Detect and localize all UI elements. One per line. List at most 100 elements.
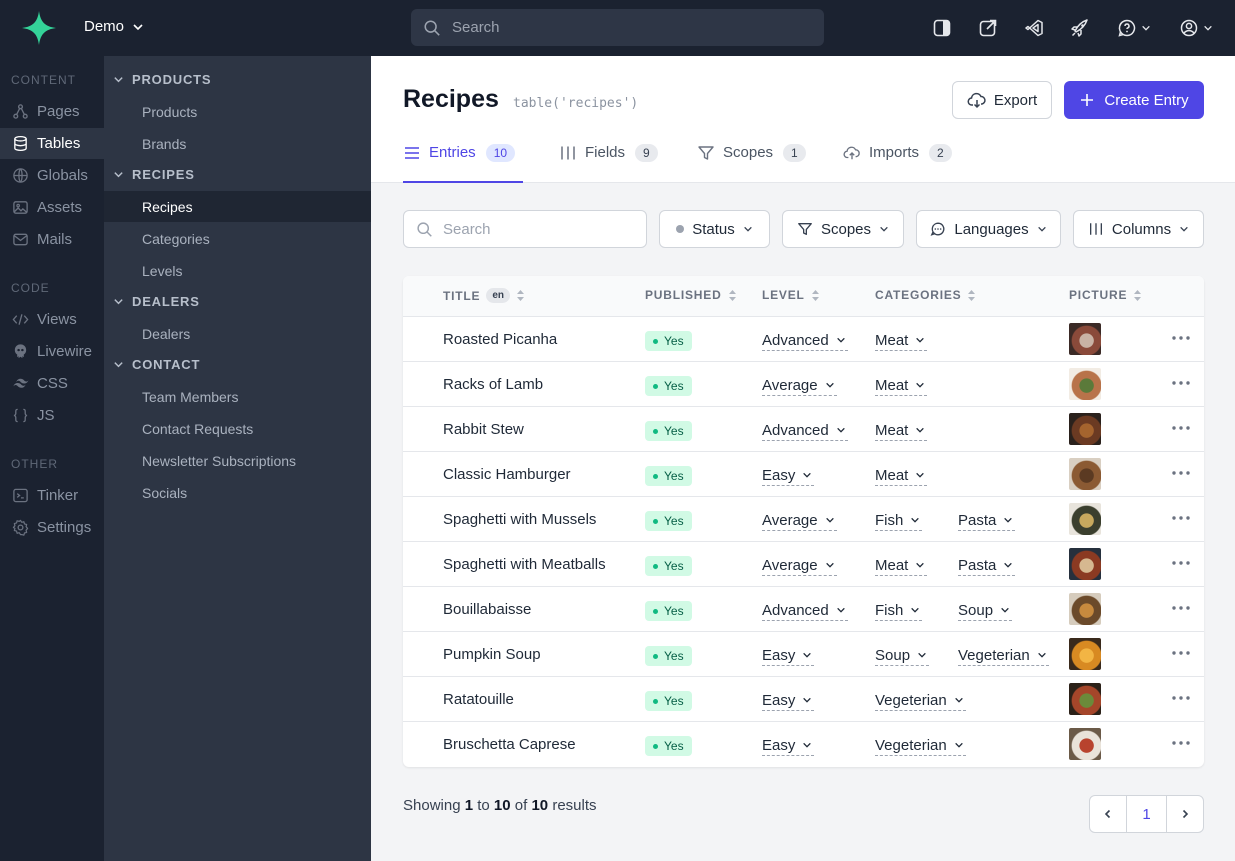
category-dropdown[interactable]: Vegeterian <box>958 645 1049 666</box>
level-dropdown[interactable]: Easy <box>762 735 815 756</box>
row-title[interactable]: Roasted Picanha <box>443 331 558 348</box>
nav-item-assets[interactable]: Assets <box>0 192 104 223</box>
group-dealers[interactable]: DEALERS <box>104 289 371 313</box>
category-dropdown[interactable]: Fish <box>875 600 923 621</box>
nav-item-views[interactable]: Views <box>0 304 104 335</box>
column-header-level[interactable]: LEVEL <box>762 288 820 302</box>
table-row[interactable]: Roasted Picanha Yes Advanced Meat <box>403 317 1204 362</box>
more-actions-icon[interactable] <box>1171 332 1191 344</box>
more-actions-icon[interactable] <box>1171 467 1191 479</box>
table-row[interactable]: Ratatouille Yes Easy Vegeterian <box>403 677 1204 722</box>
more-actions-icon[interactable] <box>1171 737 1191 749</box>
category-dropdown[interactable]: Soup <box>958 600 1013 621</box>
category-dropdown[interactable]: Vegeterian <box>875 690 966 711</box>
entries-search-input[interactable] <box>443 220 623 238</box>
nav-item-css[interactable]: CSS <box>0 368 104 399</box>
nav-item-tables[interactable]: Tables <box>0 128 104 159</box>
row-title[interactable]: Classic Hamburger <box>443 466 571 483</box>
more-actions-icon[interactable] <box>1171 422 1191 434</box>
table-row[interactable]: Classic Hamburger Yes Easy Meat <box>403 452 1204 497</box>
group-recipes[interactable]: RECIPES <box>104 162 371 186</box>
vscode-icon[interactable] <box>1024 17 1046 39</box>
row-title[interactable]: Spaghetti with Meatballs <box>443 556 606 573</box>
category-dropdown[interactable]: Meat <box>875 555 928 576</box>
level-dropdown[interactable]: Easy <box>762 465 815 486</box>
subnav-item-contact-requests[interactable]: Contact Requests <box>142 420 254 437</box>
user-menu[interactable] <box>1179 17 1215 39</box>
project-switcher[interactable]: Demo <box>84 18 144 35</box>
subnav-item-products[interactable]: Products <box>142 103 198 120</box>
table-row[interactable]: Spaghetti with Mussels Yes Average Fish Past… <box>403 497 1204 542</box>
more-actions-icon[interactable] <box>1171 377 1191 389</box>
row-title[interactable]: Pumpkin Soup <box>443 646 541 663</box>
more-actions-icon[interactable] <box>1171 647 1191 659</box>
subnav-item-socials[interactable]: Socials <box>142 484 188 501</box>
category-dropdown[interactable]: Meat <box>875 465 928 486</box>
category-dropdown[interactable]: Pasta <box>958 555 1016 576</box>
category-dropdown[interactable]: Pasta <box>958 510 1016 531</box>
category-dropdown[interactable]: Vegeterian <box>875 735 966 756</box>
recipe-picture[interactable] <box>1069 323 1101 355</box>
column-header-published[interactable]: PUBLISHED <box>645 288 737 302</box>
category-dropdown[interactable]: Meat <box>875 375 928 396</box>
more-actions-icon[interactable] <box>1171 512 1191 524</box>
recipe-picture[interactable] <box>1069 728 1101 760</box>
rocket-icon[interactable] <box>1070 17 1092 39</box>
nav-item-pages[interactable]: Pages <box>0 96 104 127</box>
recipe-picture[interactable] <box>1069 548 1101 580</box>
columns-filter-button[interactable]: Columns <box>1073 210 1204 248</box>
table-row[interactable]: Bruschetta Caprese Yes Easy Vegeterian <box>403 722 1204 767</box>
nav-item-js[interactable]: JS <box>0 400 104 431</box>
level-dropdown[interactable]: Advanced <box>762 420 848 441</box>
languages-filter-button[interactable]: Languages <box>916 210 1061 248</box>
more-actions-icon[interactable] <box>1171 557 1191 569</box>
nav-item-settings[interactable]: Settings <box>0 512 104 543</box>
nav-item-tinker[interactable]: Tinker <box>0 480 104 511</box>
previous-page-button[interactable] <box>1090 796 1126 832</box>
column-header-categories[interactable]: CATEGORIES <box>875 288 976 302</box>
row-title[interactable]: Rabbit Stew <box>443 421 524 438</box>
recipe-picture[interactable] <box>1069 503 1101 535</box>
subnav-item-categories[interactable]: Categories <box>142 230 210 247</box>
table-row[interactable]: Racks of Lamb Yes Average Meat <box>403 362 1204 407</box>
level-dropdown[interactable]: Average <box>762 375 837 396</box>
table-row[interactable]: Spaghetti with Meatballs Yes Average Meat Pa… <box>403 542 1204 587</box>
page-button-current[interactable]: 1 <box>1126 796 1167 832</box>
group-contact[interactable]: CONTACT <box>104 352 371 376</box>
column-header-picture[interactable]: PICTURE <box>1069 288 1142 302</box>
scopes-filter-button[interactable]: Scopes <box>782 210 904 248</box>
subnav-item-recipes[interactable]: Recipes <box>104 191 371 222</box>
help-menu[interactable] <box>1117 17 1153 39</box>
table-row[interactable]: Bouillabaisse Yes Advanced Fish Soup <box>403 587 1204 632</box>
subnav-item-dealers[interactable]: Dealers <box>142 325 191 342</box>
recipe-picture[interactable] <box>1069 683 1101 715</box>
row-title[interactable]: Ratatouille <box>443 691 514 708</box>
recipe-picture[interactable] <box>1069 638 1101 670</box>
more-actions-icon[interactable] <box>1171 692 1191 704</box>
recipe-picture[interactable] <box>1069 368 1101 400</box>
logo-icon[interactable] <box>22 11 56 45</box>
row-title[interactable]: Bouillabaisse <box>443 601 532 618</box>
more-actions-icon[interactable] <box>1171 602 1191 614</box>
category-dropdown[interactable]: Meat <box>875 420 928 441</box>
global-search-input[interactable] <box>452 19 792 36</box>
tab-entries[interactable]: Entries 10 <box>403 134 523 183</box>
tab-fields[interactable]: Fields 9 <box>559 134 658 183</box>
level-dropdown[interactable]: Average <box>762 555 837 576</box>
table-row[interactable]: Rabbit Stew Yes Advanced Meat <box>403 407 1204 452</box>
category-dropdown[interactable]: Fish <box>875 510 923 531</box>
column-header-title[interactable]: TITLE en <box>443 288 525 303</box>
level-dropdown[interactable]: Average <box>762 510 837 531</box>
group-products[interactable]: PRODUCTS <box>104 67 371 91</box>
nav-item-livewire[interactable]: Livewire <box>0 336 104 367</box>
next-page-button[interactable] <box>1167 796 1203 832</box>
status-filter-button[interactable]: Status <box>659 210 770 248</box>
row-title[interactable]: Racks of Lamb <box>443 376 544 393</box>
row-title[interactable]: Bruschetta Caprese <box>443 736 576 753</box>
level-dropdown[interactable]: Easy <box>762 690 815 711</box>
subnav-item-brands[interactable]: Brands <box>142 135 187 152</box>
table-row[interactable]: Pumpkin Soup Yes Easy Soup Vegeterian <box>403 632 1204 677</box>
level-dropdown[interactable]: Advanced <box>762 600 848 621</box>
global-search[interactable] <box>411 9 824 46</box>
level-dropdown[interactable]: Easy <box>762 645 815 666</box>
